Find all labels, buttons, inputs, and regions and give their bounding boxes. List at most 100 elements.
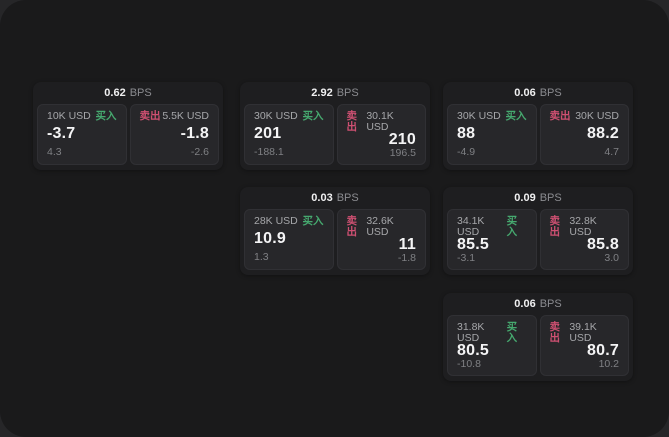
- sell-price: 210: [388, 131, 416, 148]
- bps-unit-label: BPS: [539, 86, 562, 99]
- buy-amount: 30K USD: [254, 110, 298, 122]
- buy-panel[interactable]: 28K USD 买入 10.9 1.3: [244, 209, 334, 270]
- panels-row: 34.1K USD 买入 85.5 -3.1 卖出 32.8K USD 85.8…: [443, 209, 633, 270]
- bps-unit-label: BPS: [336, 191, 359, 204]
- buy-price: 10.9: [254, 230, 286, 247]
- bps-unit-label: BPS: [336, 86, 359, 99]
- bps-value: 0.62: [104, 86, 126, 99]
- card-header: 0.06 BPS: [443, 82, 633, 104]
- panels-row: 30K USD 买入 201 -188.1 卖出 30.1K USD 210 1…: [240, 104, 430, 165]
- quote-card-2[interactable]: 2.92 BPS 30K USD 买入 201 -188.1 卖出 30.1K …: [240, 82, 430, 170]
- buy-panel-top: 28K USD 买入: [254, 216, 324, 227]
- quote-card-3[interactable]: 0.06 BPS 30K USD 买入 88 -4.9 卖出 30K USD 8…: [443, 82, 633, 170]
- buy-panel[interactable]: 30K USD 买入 201 -188.1: [244, 104, 334, 165]
- buy-panel[interactable]: 10K USD 买入 -3.7 4.3: [37, 104, 127, 165]
- bps-value: 0.06: [514, 86, 536, 99]
- panels-row: 30K USD 买入 88 -4.9 卖出 30K USD 88.2 4.7: [443, 104, 633, 165]
- bps-unit-label: BPS: [129, 86, 152, 99]
- buy-panel-top: 31.8K USD 买入: [457, 322, 527, 343]
- sell-side-label: 卖出: [139, 110, 161, 122]
- buy-delta: -188.1: [254, 145, 284, 158]
- sell-side-label: 卖出: [549, 110, 571, 122]
- sell-price: 11: [398, 236, 416, 253]
- buy-panel[interactable]: 34.1K USD 买入 85.5 -3.1: [447, 209, 537, 270]
- sell-panel[interactable]: 卖出 39.1K USD 80.7 10.2: [539, 315, 629, 376]
- buy-price: -3.7: [47, 125, 76, 142]
- bps-value: 0.03: [311, 191, 333, 204]
- sell-amount: 32.6K USD: [366, 215, 394, 238]
- buy-price: 85.5: [457, 236, 489, 253]
- card-header: 0.06 BPS: [443, 293, 633, 315]
- buy-delta: 1.3: [254, 250, 269, 263]
- sell-side-label: 卖出: [346, 110, 358, 133]
- sell-delta: -1.8: [397, 252, 416, 264]
- sell-delta: 10.2: [598, 358, 619, 370]
- sell-panel[interactable]: 卖出 30.1K USD 210 196.5: [336, 104, 426, 165]
- card-header: 2.92 BPS: [240, 82, 430, 104]
- sell-side-label: 卖出: [549, 321, 561, 344]
- sell-panel-top: 卖出 39.1K USD: [550, 322, 620, 343]
- sell-delta: -2.6: [190, 145, 209, 158]
- buy-delta: -10.8: [457, 358, 481, 370]
- sell-panel[interactable]: 卖出 32.8K USD 85.8 3.0: [539, 209, 629, 270]
- buy-side-label: 买入: [506, 215, 518, 238]
- buy-panel-top: 30K USD 买入: [457, 111, 527, 122]
- bps-value: 0.09: [514, 191, 536, 204]
- sell-amount: 32.8K USD: [569, 215, 597, 238]
- card-header: 0.03 BPS: [240, 187, 430, 209]
- card-header: 0.62 BPS: [33, 82, 223, 104]
- sell-side-label: 卖出: [549, 215, 561, 238]
- buy-amount: 28K USD: [254, 215, 298, 227]
- buy-side-label: 买入: [506, 321, 518, 344]
- sell-delta: 4.7: [604, 145, 619, 158]
- sell-panel-top: 卖出 32.8K USD: [550, 216, 620, 237]
- bps-value: 2.92: [311, 86, 333, 99]
- buy-panel-top: 10K USD 买入: [47, 111, 117, 122]
- panels-row: 31.8K USD 买入 80.5 -10.8 卖出 39.1K USD 80.…: [443, 315, 633, 376]
- sell-amount: 30K USD: [575, 110, 619, 122]
- buy-amount: 34.1K USD: [457, 215, 485, 238]
- buy-side-label: 买入: [95, 110, 117, 122]
- quote-card-4[interactable]: 0.03 BPS 28K USD 买入 10.9 1.3 卖出 32.6K US…: [240, 187, 430, 275]
- quote-card-6[interactable]: 0.06 BPS 31.8K USD 买入 80.5 -10.8 卖出 39.1…: [443, 293, 633, 381]
- buy-price: 201: [254, 125, 282, 142]
- sell-panel[interactable]: 卖出 30K USD 88.2 4.7: [539, 104, 629, 165]
- card-header: 0.09 BPS: [443, 187, 633, 209]
- buy-panel-top: 30K USD 买入: [254, 111, 324, 122]
- sell-price: 80.7: [587, 342, 619, 359]
- buy-delta: -3.1: [457, 252, 476, 264]
- bps-unit-label: BPS: [539, 297, 562, 310]
- sell-panel[interactable]: 卖出 32.6K USD 11 -1.8: [336, 209, 426, 270]
- buy-panel-top: 34.1K USD 买入: [457, 216, 527, 237]
- quote-card-1[interactable]: 0.62 BPS 10K USD 买入 -3.7 4.3 卖出 5.5K USD…: [33, 82, 223, 170]
- quote-card-5[interactable]: 0.09 BPS 34.1K USD 买入 85.5 -3.1 卖出 32.8K…: [443, 187, 633, 275]
- buy-amount: 31.8K USD: [457, 321, 485, 344]
- sell-delta: 3.0: [604, 252, 619, 264]
- bps-unit-label: BPS: [539, 191, 562, 204]
- buy-price: 80.5: [457, 342, 489, 359]
- sell-side-label: 卖出: [346, 215, 358, 238]
- sell-price: -1.8: [180, 125, 209, 142]
- sell-panel[interactable]: 卖出 5.5K USD -1.8 -2.6: [129, 104, 219, 165]
- sell-panel-top: 卖出 30K USD: [550, 111, 620, 122]
- buy-price: 88: [457, 125, 476, 142]
- sell-panel-top: 卖出 5.5K USD: [140, 111, 210, 122]
- sell-amount: 39.1K USD: [569, 321, 597, 344]
- panels-row: 28K USD 买入 10.9 1.3 卖出 32.6K USD 11 -1.8: [240, 209, 430, 270]
- buy-panel[interactable]: 31.8K USD 买入 80.5 -10.8: [447, 315, 537, 376]
- buy-side-label: 买入: [302, 110, 324, 122]
- buy-delta: 4.3: [47, 145, 62, 158]
- buy-amount: 10K USD: [47, 110, 91, 122]
- buy-side-label: 买入: [505, 110, 527, 122]
- sell-price: 85.8: [587, 236, 619, 253]
- buy-amount: 30K USD: [457, 110, 501, 122]
- sell-delta: 196.5: [389, 147, 416, 159]
- bps-value: 0.06: [514, 297, 536, 310]
- sell-amount: 30.1K USD: [366, 110, 394, 133]
- panels-row: 10K USD 买入 -3.7 4.3 卖出 5.5K USD -1.8 -2.…: [33, 104, 223, 165]
- sell-price: 88.2: [587, 125, 619, 142]
- buy-panel[interactable]: 30K USD 买入 88 -4.9: [447, 104, 537, 165]
- sell-panel-top: 卖出 30.1K USD: [347, 111, 417, 132]
- buy-side-label: 买入: [302, 215, 324, 227]
